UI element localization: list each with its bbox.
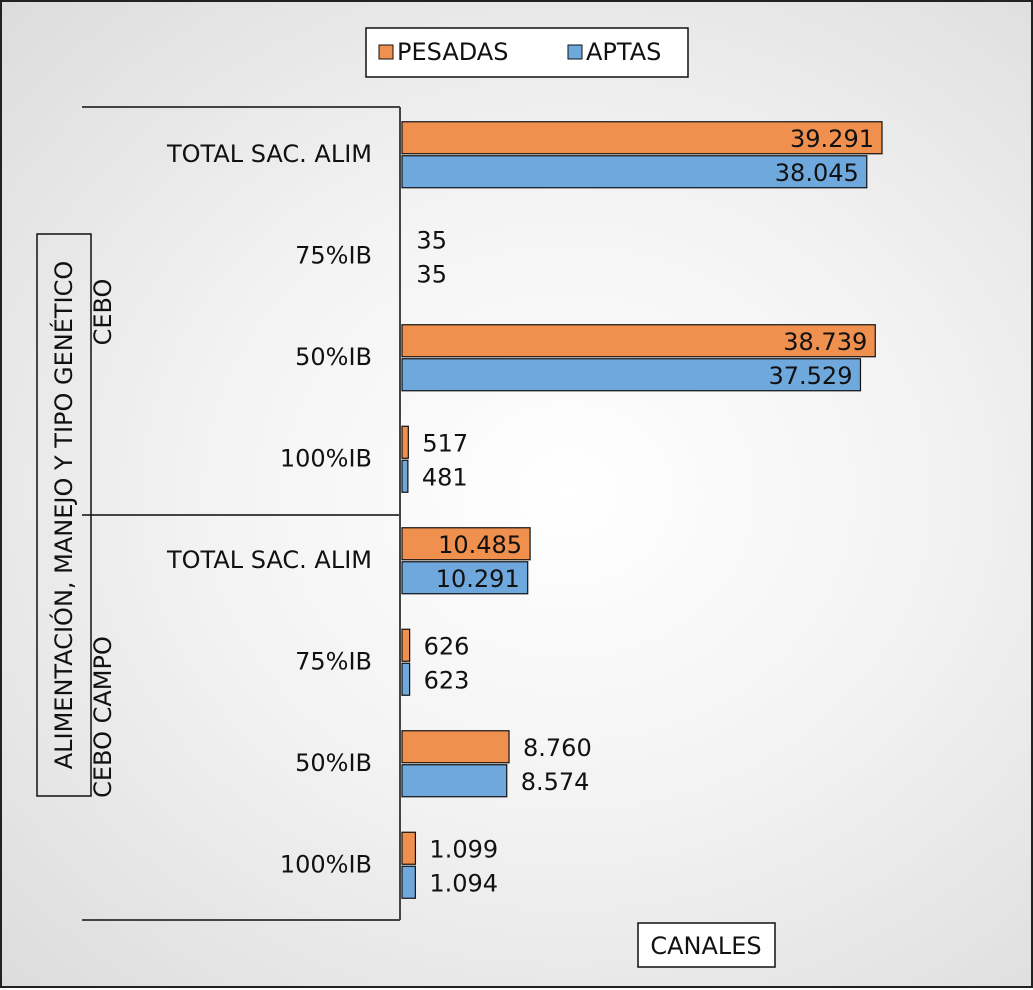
data-label-pesadas: 38.739 xyxy=(783,328,867,356)
data-label-pesadas: 35 xyxy=(416,226,447,254)
group-label-cebo: CEBO xyxy=(89,279,117,346)
bars-layer: TOTAL SAC. ALIM 39.291 38.045 75%IB 35 35 50%I… xyxy=(166,121,883,899)
data-label-pesadas: 1.099 xyxy=(429,835,498,863)
legend-swatch-pesadas xyxy=(378,44,394,60)
bar-aptas xyxy=(401,459,409,493)
group-label-cebo-campo: CEBO CAMPO xyxy=(89,636,117,798)
data-label-aptas: 481 xyxy=(422,463,468,491)
y-axis-title-frame xyxy=(36,233,92,797)
bar-pesadas xyxy=(401,527,531,561)
bar-pesadas xyxy=(401,425,409,459)
data-label-aptas: 35 xyxy=(416,260,447,288)
category-label: TOTAL SAC. ALIM xyxy=(166,140,372,168)
bar-pesadas xyxy=(401,628,411,662)
legend-swatch-aptas xyxy=(567,44,583,60)
data-label-pesadas: 39.291 xyxy=(790,125,874,153)
bar-aptas xyxy=(401,662,411,696)
data-label-pesadas: 626 xyxy=(424,632,470,660)
category-label: 50%IB xyxy=(295,749,372,777)
bar-aptas xyxy=(401,561,529,595)
data-label-pesadas: 10.485 xyxy=(438,531,522,559)
category-label: 75%IB xyxy=(295,647,372,675)
bar-pesadas xyxy=(401,730,510,764)
bar-aptas xyxy=(401,865,416,899)
legend: PESADAS APTAS xyxy=(365,27,689,78)
category-label: 100%IB xyxy=(280,444,372,472)
bar-pesadas xyxy=(401,324,876,358)
legend-label-pesadas: PESADAS xyxy=(397,38,508,66)
data-label-pesadas: 8.760 xyxy=(523,734,592,762)
category-label: TOTAL SAC. ALIM xyxy=(166,546,372,574)
data-label-pesadas: 517 xyxy=(422,429,468,457)
data-label-aptas: 8.574 xyxy=(521,768,590,796)
data-label-aptas: 1.094 xyxy=(429,869,498,897)
bar-aptas xyxy=(401,155,868,189)
data-label-aptas: 38.045 xyxy=(775,159,859,187)
bar-pesadas xyxy=(401,831,417,865)
x-axis-title-group: CANALES xyxy=(637,922,776,968)
y-axis-title: ALIMENTACIÓN, MANEJO Y TIPO GENÉTICO xyxy=(48,261,78,770)
category-label: 100%IB xyxy=(280,850,372,878)
legend-label-aptas: APTAS xyxy=(586,38,661,66)
x-axis-title: CANALES xyxy=(650,932,761,960)
data-label-aptas: 623 xyxy=(424,666,470,694)
bar-aptas xyxy=(401,764,508,798)
bar-aptas xyxy=(401,358,862,392)
y-axis-title-group: ALIMENTACIÓN, MANEJO Y TIPO GENÉTICO xyxy=(36,233,92,797)
x-axis-title-frame xyxy=(637,922,776,968)
category-label: 75%IB xyxy=(295,241,372,269)
legend-frame xyxy=(365,27,689,78)
category-label: 50%IB xyxy=(295,343,372,371)
data-label-aptas: 37.529 xyxy=(768,362,852,390)
data-label-aptas: 10.291 xyxy=(436,565,520,593)
bar-pesadas xyxy=(401,121,883,155)
